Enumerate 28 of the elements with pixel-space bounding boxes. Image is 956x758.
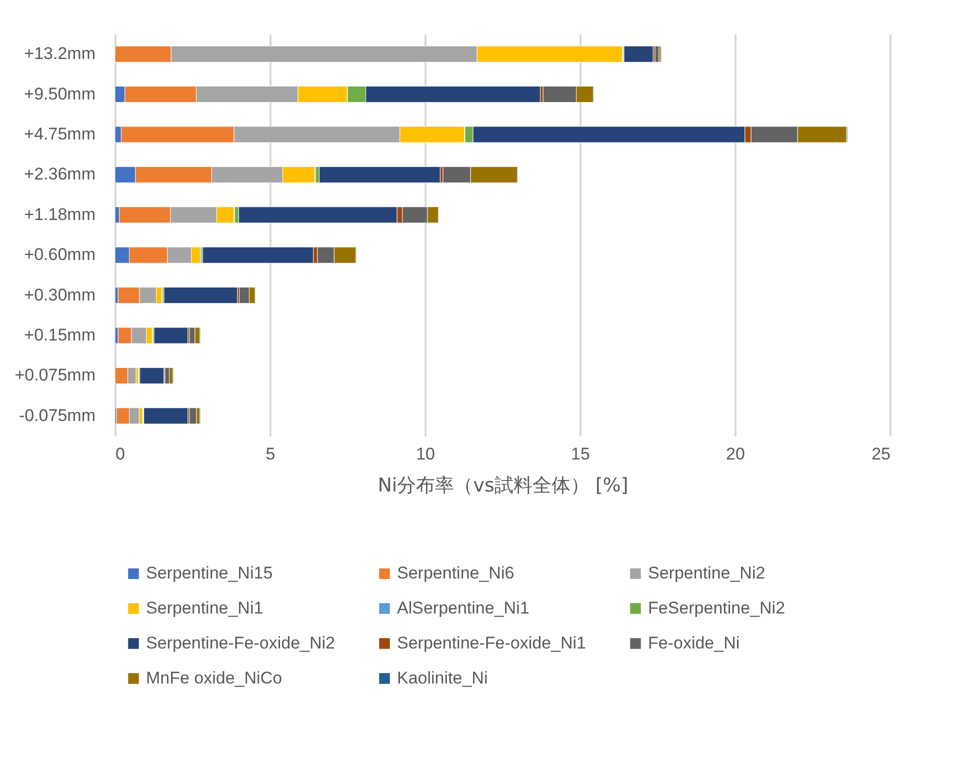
legend-label: Kaolinite_Ni [397, 668, 488, 688]
y-tick-label: +13.2mm [24, 44, 96, 64]
x-tick-label: 15 [571, 444, 590, 464]
y-tick-label: +0.60mm [24, 245, 96, 264]
y-tick-label: +9.50mm [24, 84, 96, 104]
legend-label: AlSerpentine_Ni1 [397, 598, 530, 618]
legend-label: Serpentine-Fe-oxide_Ni2 [146, 634, 335, 652]
y-tick-label: +1.18mm [24, 204, 96, 224]
y-tick-label: +0.075mm [14, 366, 96, 385]
legend-label: Serpentine-Fe-oxide_Ni1 [397, 634, 586, 652]
legend-label: FeSerpentine_Ni2 [648, 598, 786, 618]
y-tick-label: +2.36mm [24, 164, 96, 184]
y-tick-label: +0.15mm [24, 326, 96, 344]
y-tick-label: -0.075mm [18, 406, 96, 425]
x-axis-title: Ni分布率（vs試料全体） [%] [378, 474, 628, 496]
x-tick-label: 5 [266, 444, 276, 464]
legend-label: Serpentine_Ni15 [146, 564, 273, 583]
legend-label: Serpentine_Ni1 [146, 598, 264, 618]
legend-label: Serpentine_Ni6 [397, 564, 514, 583]
x-tick-label: 25 [872, 444, 890, 464]
legend-label: Serpentine_Ni2 [648, 564, 766, 583]
y-tick-label: +4.75mm [24, 124, 96, 144]
legend-label: MnFe oxide_NiCo [146, 668, 282, 688]
x-tick-label: 0 [116, 444, 125, 464]
legend-label: Fe-oxide_Ni [648, 634, 740, 652]
x-tick-label: 10 [416, 444, 435, 464]
y-tick-label: +0.30mm [24, 285, 96, 304]
x-tick-label: 20 [726, 444, 745, 464]
